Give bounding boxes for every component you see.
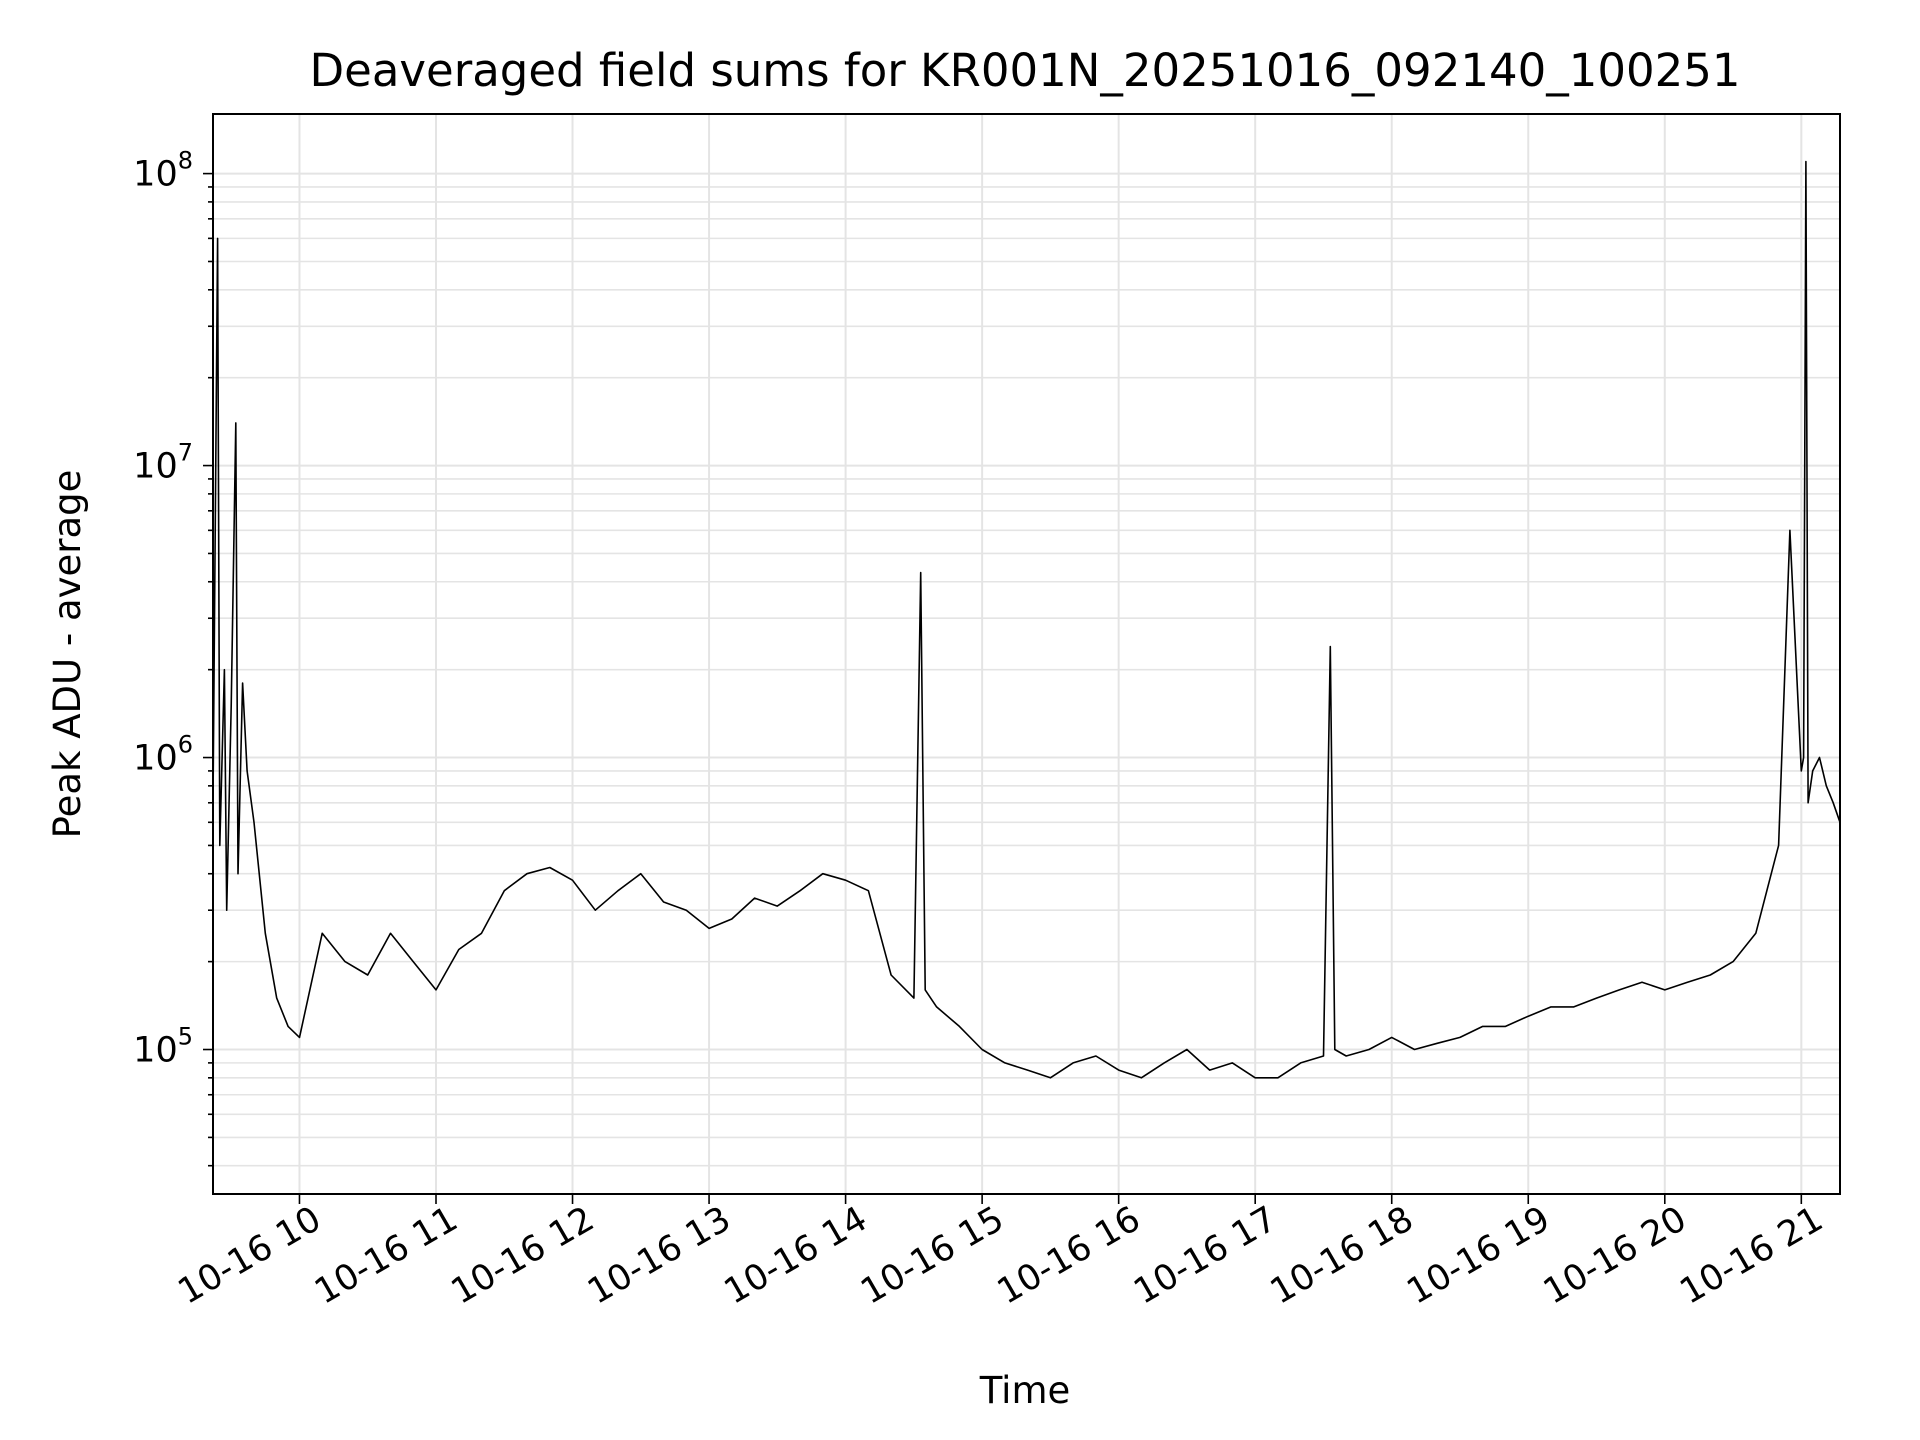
y-axis-ticks: 105 106 107 108 (133, 147, 213, 1167)
chart-title: Deaveraged field sums for KR001N_2025101… (310, 44, 1741, 97)
y-tick-label: 108 (133, 147, 193, 195)
series-line (212, 160, 1841, 1079)
x-axis-label: Time (979, 1369, 1071, 1412)
y-tick-label: 107 (133, 439, 193, 487)
y-tick-label: 106 (133, 731, 193, 779)
y-axis-label: Peak ADU - average (46, 470, 89, 839)
plot-frame (212, 113, 1841, 1195)
series-line-layer (212, 160, 1841, 1079)
y-tick-label: 105 (133, 1023, 193, 1071)
grid (213, 114, 1840, 1194)
